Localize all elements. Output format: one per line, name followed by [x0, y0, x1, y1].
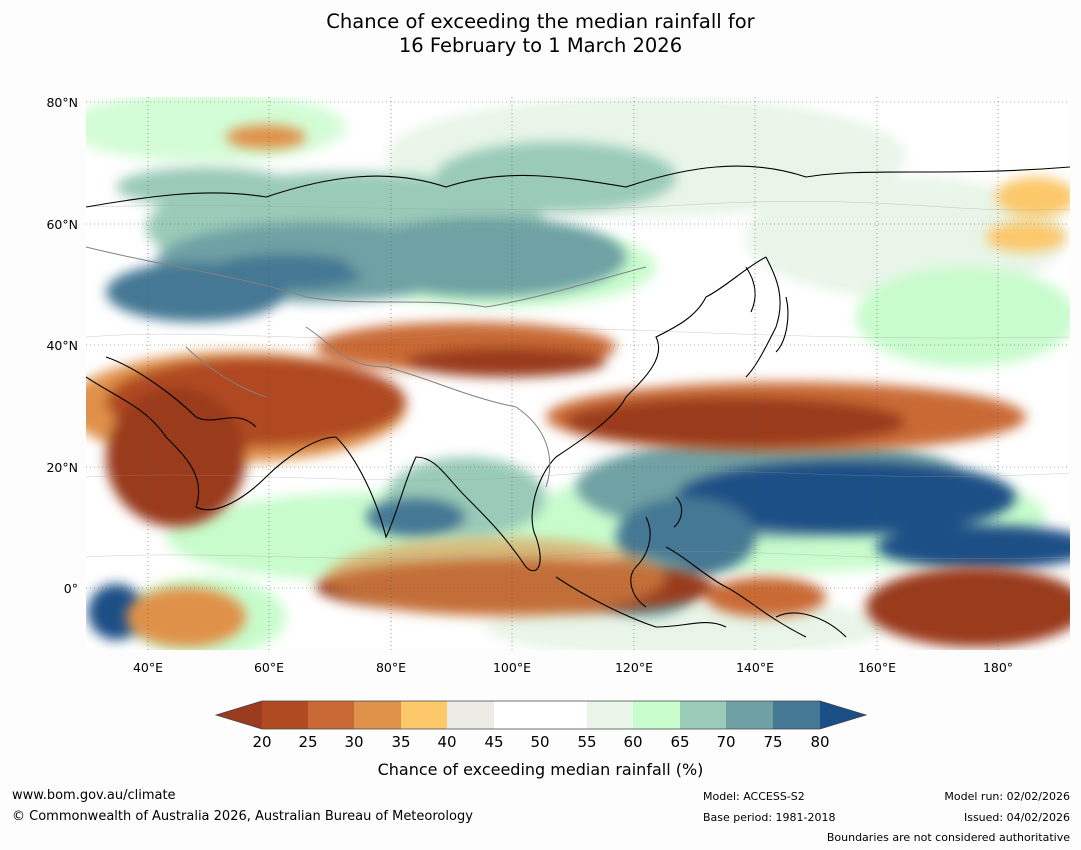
model-name: Model: ACCESS-S2	[703, 790, 805, 803]
lat-label-20n: 20°N	[46, 460, 78, 475]
colorbar-seg-1	[262, 701, 308, 729]
model-run-date: Model run: 02/02/2026	[944, 790, 1070, 803]
colorbar-tick-60: 60	[623, 733, 643, 751]
lon-label-160e: 160°E	[857, 660, 896, 675]
lon-label-100e: 100°E	[492, 660, 531, 675]
rainfall-field-dry	[86, 125, 1070, 647]
rainfall-probability-map	[86, 97, 1070, 650]
colorbar-seg-8	[587, 701, 633, 729]
colorbar-tick-25: 25	[298, 733, 318, 751]
lon-label-180: 180°	[982, 660, 1014, 675]
colorbar-tick-35: 35	[391, 733, 411, 751]
colorbar-seg-5	[447, 701, 494, 729]
lon-label-40e: 40°E	[132, 660, 164, 675]
colorbar-seg-9	[633, 701, 680, 729]
colorbar-tick-50: 50	[530, 733, 550, 751]
colorbar-seg-2	[308, 701, 354, 729]
colorbar-tick-20: 20	[252, 733, 272, 751]
colorbar-seg-13	[820, 701, 866, 729]
colorbar-outline	[214, 700, 868, 730]
colorbar-seg-7	[540, 701, 587, 729]
title-line-1: Chance of exceeding the median rainfall …	[326, 10, 755, 33]
colorbar-seg-11	[726, 701, 773, 729]
colorbar	[214, 700, 868, 730]
website-link[interactable]: www.bom.gov.au/climate	[12, 788, 176, 803]
colorbar-tick-65: 65	[670, 733, 690, 751]
lat-label-equator: 0°	[63, 581, 78, 596]
colorbar-tick-80: 80	[810, 733, 830, 751]
lat-label-80n: 80°N	[46, 95, 78, 110]
colorbar-tick-45: 45	[484, 733, 504, 751]
issued-date: Issued: 04/02/2026	[963, 811, 1070, 824]
title-line-2: 16 February to 1 March 2026	[398, 34, 683, 57]
map-title: Chance of exceeding the median rainfall …	[0, 10, 1081, 58]
copyright-notice: © Commonwealth of Australia 2026, Austra…	[12, 809, 473, 824]
boundaries-disclaimer: Boundaries are not considered authoritat…	[826, 831, 1070, 844]
colorbar-tick-70: 70	[716, 733, 736, 751]
colorbar-seg-6	[494, 701, 540, 729]
graticule	[86, 97, 1070, 650]
lon-label-80e: 80°E	[375, 660, 407, 675]
map-canvas	[86, 97, 1070, 650]
colorbar-tick-40: 40	[437, 733, 457, 751]
lon-label-120e: 120°E	[614, 660, 653, 675]
colorbar-tick-75: 75	[763, 733, 783, 751]
colorbar-seg-4	[401, 701, 447, 729]
colorbar-seg-0	[216, 701, 262, 729]
base-period: Base period: 1981-2018	[703, 811, 836, 824]
colorbar-tick-30: 30	[344, 733, 364, 751]
colorbar-seg-12	[773, 701, 820, 729]
lat-label-60n: 60°N	[46, 217, 78, 232]
colorbar-label: Chance of exceeding median rainfall (%)	[377, 760, 704, 779]
colorbar-tick-55: 55	[577, 733, 597, 751]
colorbar-seg-3	[354, 701, 401, 729]
colorbar-seg-10	[680, 701, 726, 729]
lon-label-140e: 140°E	[735, 660, 774, 675]
country-boundaries	[86, 246, 647, 488]
lat-label-40n: 40°N	[46, 338, 78, 353]
lon-label-60e: 60°E	[253, 660, 285, 675]
contour-lines	[86, 201, 1070, 560]
